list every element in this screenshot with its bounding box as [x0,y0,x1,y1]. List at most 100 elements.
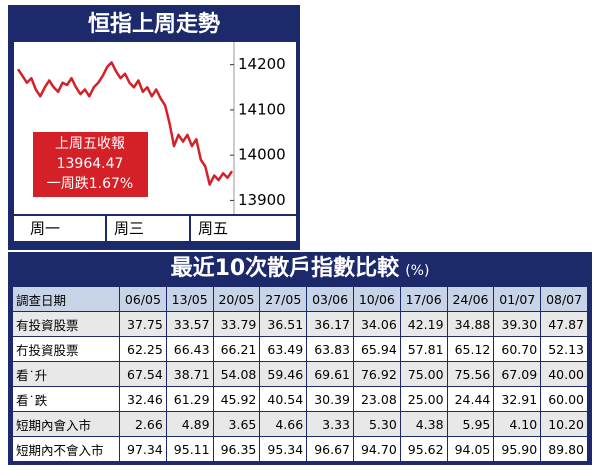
table-cell: 67.54 [119,361,167,387]
y-tick-label: 14200 [238,55,286,73]
annotation: 一周跌1.67% [47,176,133,192]
table-cell: 36.17 [306,311,354,337]
table-row: 看˙升 67.54 38.71 54.08 59.46 69.61 76.92 75.00 75… [12,361,588,387]
table-cell: 10.20 [540,411,588,437]
header-cell: 27/05 [259,286,308,312]
table-cell: 45.92 [212,386,261,412]
header-cell: 20/05 [212,286,261,312]
table-row: 看˙跌 32.46 61.29 45.92 40.54 30.39 23.08 25.00 24… [12,386,588,412]
table-cell: 32.46 [119,386,167,412]
table-cell: 3.33 [306,411,354,437]
table-unit: (%) [405,263,430,279]
table-cell: 短期內不會入市 [12,436,120,462]
table-cell: 42.19 [399,311,448,337]
table-title-bar: 最近10次散戶指數比較 (%) [8,252,592,286]
table-cell: 37.75 [119,311,167,337]
table-row: 有投資股票 37.75 33.57 33.79 36.51 36.17 34.06 42.19… [12,311,588,337]
table-cell: 60.00 [540,386,588,412]
header-cell: 03/06 [306,286,354,312]
y-tick-label: 13900 [238,191,286,209]
table-cell: 95.11 [165,436,214,462]
annotation: 上周五收報 [55,136,125,152]
table-cell: 32.91 [493,386,542,412]
table-panel: 最近10次散戶指數比較 (%) 調查日期 06/05 13/05 20/05 27/05 0… [8,252,592,465]
table-cell: 36.51 [259,311,308,337]
table-cell: 4.66 [259,411,308,437]
chart-title: 恒指上周走勢 [88,11,220,37]
table-cell: 60.70 [493,336,542,362]
table-cell: 看˙升 [12,361,120,387]
table-cell: 39.30 [493,311,542,337]
table-cell: 96.67 [306,436,354,462]
table-cell: 97.34 [119,436,167,462]
table-cell: 65.12 [446,336,495,362]
annotation-box [33,132,148,197]
table-cell: 52.13 [540,336,588,362]
table-cell: 75.56 [446,361,495,387]
table-cell: 4.38 [399,411,448,437]
table-row: 冇投資股票 62.25 66.43 66.21 63.49 63.83 65.94 57.81… [12,336,588,362]
header-cell: 13/05 [165,286,214,312]
table-cell: 47.87 [540,311,588,337]
table-cell: 38.71 [165,361,214,387]
table-cell: 95.62 [399,436,448,462]
x-tick-label: 周五 [198,220,228,238]
table-cell: 95.34 [259,436,308,462]
header-cell: 調查日期 [12,286,120,312]
table-cell: 94.70 [352,436,401,462]
header-cell: 17/06 [399,286,448,312]
table-cell: 23.08 [352,386,401,412]
table-cell: 63.49 [259,336,308,362]
table-cell: 冇投資股票 [12,336,120,362]
header-cell: 24/06 [446,286,495,312]
line [16,61,234,186]
table-cell: 65.94 [352,336,401,362]
table-cell: 2.66 [119,411,167,437]
table-row: 短期內不會入市 97.34 95.11 96.35 95.34 96.67 94.70 95.… [12,436,588,462]
header-cell: 10/06 [352,286,401,312]
table-cell: 94.05 [446,436,495,462]
x-axis-band [14,216,296,241]
table-cell: 89.80 [540,436,588,462]
y-tick-label: 14100 [238,100,286,118]
table-cell: 34.88 [446,311,495,337]
table-cell: 66.21 [212,336,261,362]
table-title: 最近10次散戶指數比較 [170,256,400,281]
table-cell: 76.92 [352,361,401,387]
y-tick-label: 14000 [238,146,286,164]
header-cell: 08/07 [540,286,588,312]
table-cell: 62.25 [119,336,167,362]
header-cell: 01/07 [493,286,542,312]
table-cell: 40.54 [259,386,308,412]
table-cell: 24.44 [446,386,495,412]
table-cell: 25.00 [399,386,448,412]
table: 調查日期 06/05 13/05 20/05 27/05 03/06 10/06 17/06 2… [12,286,588,462]
table-cell: 33.57 [165,311,214,337]
table-cell: 短期內會入市 [12,411,120,437]
table-cell: 54.08 [212,361,261,387]
table-cell: 4.10 [493,411,542,437]
table-cell: 有投資股票 [12,311,120,337]
table-cell: 69.61 [306,361,354,387]
table-cell: 4.89 [165,411,214,437]
header-cell: 06/05 [119,286,167,312]
table-cell: 34.06 [352,311,401,337]
chart: 恒指上周走勢 13900 14000 14100 14200 周一 周三 周五 上周五收報 13… [8,5,300,250]
table-cell: 5.30 [352,411,401,437]
table-cell: 33.79 [212,311,261,337]
table-cell: 75.00 [399,361,448,387]
table-row: 短期內會入市 2.66 4.89 3.65 4.66 3.33 5.30 4.38 5.95 4.… [12,411,588,437]
table-cell: 看˙跌 [12,386,120,412]
table-cell: 59.46 [259,361,308,387]
table-cell: 57.81 [399,336,448,362]
table-cell: 40.00 [540,361,588,387]
table-cell: 30.39 [306,386,354,412]
header-row: 調查日期 06/05 13/05 20/05 27/05 03/06 10/06 17/06 2… [12,286,588,312]
table-cell: 96.35 [212,436,261,462]
table-cell: 3.65 [212,411,261,437]
table-cell: 63.83 [306,336,354,362]
table-cell: 61.29 [165,386,214,412]
table-cell: 5.95 [446,411,495,437]
x-tick-label: 周三 [114,220,144,238]
